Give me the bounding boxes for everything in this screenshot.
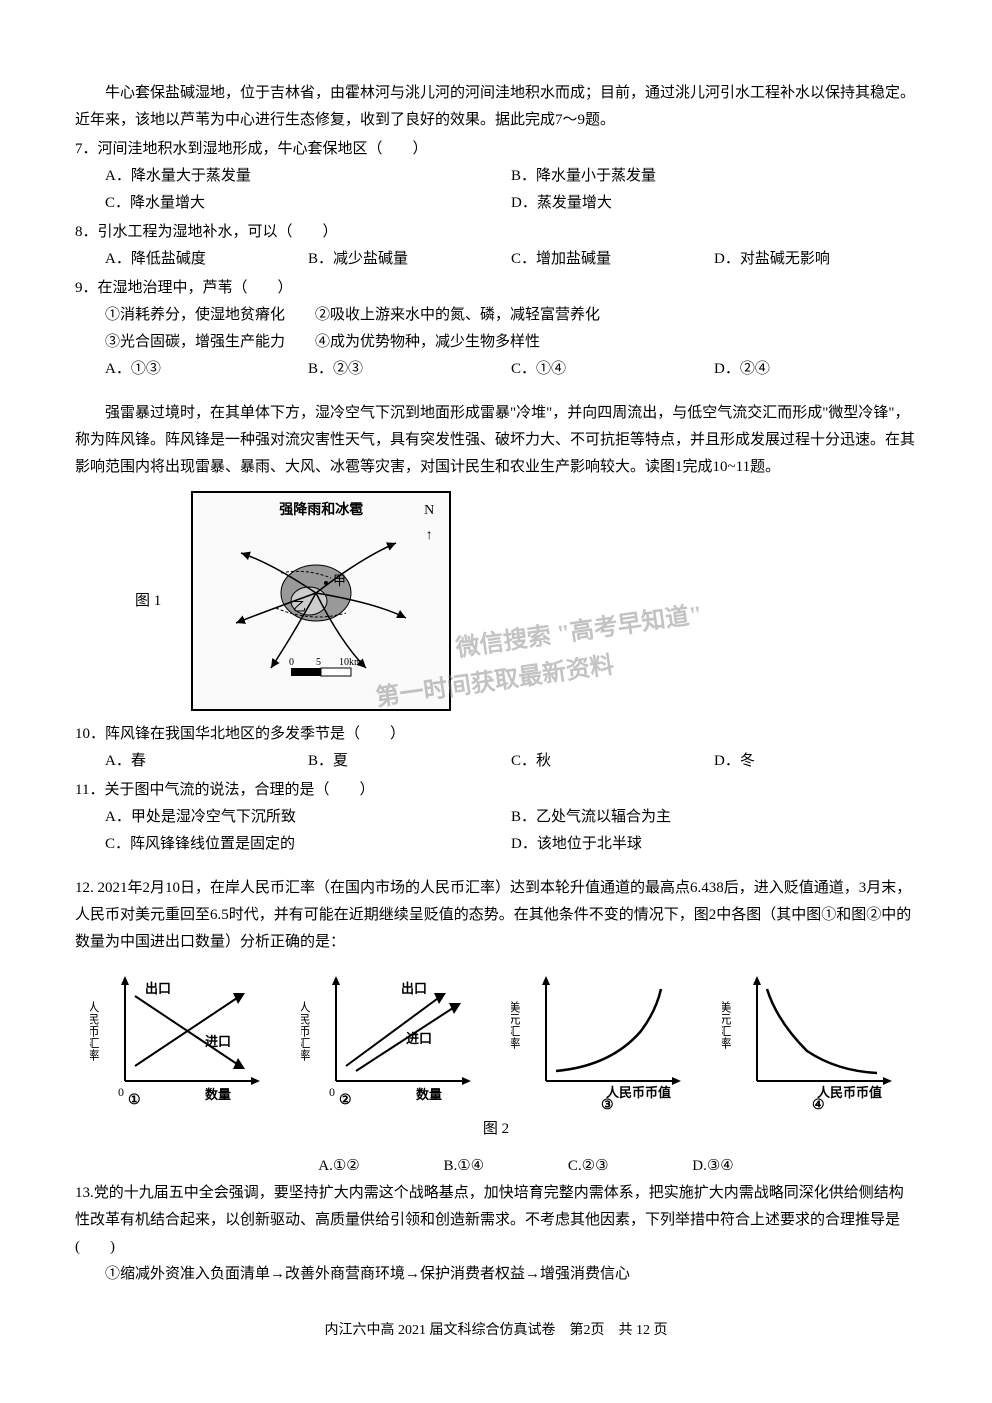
- q9-sub1: ①消耗养分，使湿地贫瘠化 ②吸收上游来水中的氮、磷，减轻富营养化: [75, 302, 917, 329]
- swirl-svg: 甲 乙 0 5 10km: [221, 523, 421, 683]
- svg-text:③: ③: [601, 1098, 614, 1111]
- passage-1: 牛心套保盐碱湿地，位于吉林省，由霍林河与洮儿河的河间洼地积水而成；目前，通过洮儿…: [75, 80, 917, 134]
- q12-options: A.①② B.①④ C.②③ D.③④: [75, 1153, 917, 1180]
- q9-sub2: ③光合固碳，增强生产能力 ④成为优势物种，减少生物多样性: [75, 329, 917, 356]
- q12-option-c: C.②③: [568, 1153, 609, 1180]
- north-arrow: N↑: [424, 498, 434, 548]
- q9-option-d: D．②④: [714, 356, 917, 383]
- svg-text:人民币汇率: 人民币汇率: [90, 1001, 100, 1061]
- q7-option-b: B．降水量小于蒸发量: [511, 163, 917, 190]
- swirl-diagram: 甲 乙 0 5 10km: [221, 523, 421, 683]
- q11-stem: 11．关于图中气流的说法，合理的是（ ）: [75, 777, 917, 804]
- svg-text:出口: 出口: [401, 981, 427, 996]
- q10-option-c: C．秋: [511, 748, 714, 775]
- yi-label: 乙: [293, 599, 306, 614]
- svg-text:出口: 出口: [145, 981, 171, 996]
- figure-1-box: 强降雨和冰雹 N↑ 甲 乙 0 5: [191, 491, 451, 711]
- jia-label: 甲: [333, 573, 346, 588]
- q8-option-b: B．减少盐碱量: [308, 246, 511, 273]
- svg-text:人民币汇率: 人民币汇率: [301, 1001, 311, 1061]
- question-13: 13.党的十九届五中全会强调，要坚持扩大内需这个战略基点，加快培育完整内需体系，…: [75, 1180, 917, 1288]
- svg-text:5: 5: [316, 657, 321, 668]
- svg-text:数量: 数量: [416, 1087, 442, 1102]
- question-7: 7．河间洼地积水到湿地形成，牛心套保地区（ ） A．降水量大于蒸发量 B．降水量…: [75, 136, 917, 217]
- question-11: 11．关于图中气流的说法，合理的是（ ） A．甲处是湿冷空气下沉所致 B．乙处气…: [75, 777, 917, 858]
- q10-option-a: A．春: [105, 748, 308, 775]
- q9-option-c: C．①④: [511, 356, 714, 383]
- q8-stem: 8．引水工程为湿地补水，可以（ ）: [75, 219, 917, 246]
- page-footer: 内江六中高 2021 届文科综合仿真试卷 第2页 共 12 页: [75, 1318, 917, 1343]
- q7-option-d: D．蒸发量增大: [511, 190, 917, 217]
- chart-1: 出口 进口 人民币汇率 0 数量 ①: [90, 971, 270, 1111]
- q11-option-c: C．阵风锋锋线位置是固定的: [105, 831, 511, 858]
- watermark-1: 微信搜索 "高考早知道": [453, 594, 705, 671]
- q9-option-b: B．②③: [308, 356, 511, 383]
- svg-text:人民币币值: 人民币币值: [817, 1085, 882, 1100]
- n-label: N: [424, 503, 434, 518]
- q12-option-b: B.①④: [443, 1153, 484, 1180]
- svg-text:0: 0: [118, 1085, 124, 1099]
- svg-text:进口: 进口: [406, 1031, 432, 1046]
- svg-text:②: ②: [339, 1093, 352, 1108]
- question-8: 8．引水工程为湿地补水，可以（ ） A．降低盐碱度 B．减少盐碱量 C．增加盐碱…: [75, 219, 917, 273]
- svg-text:10km: 10km: [339, 657, 362, 668]
- figure-1-label: 图 1: [75, 588, 191, 615]
- q12-option-a: A.①②: [318, 1153, 359, 1180]
- q10-option-d: D．冬: [714, 748, 917, 775]
- q8-option-a: A．降低盐碱度: [105, 246, 308, 273]
- figure-2-label: 图 2: [75, 1116, 917, 1143]
- q11-option-a: A．甲处是湿冷空气下沉所致: [105, 804, 511, 831]
- svg-text:美元汇率: 美元汇率: [511, 1001, 521, 1049]
- q11-option-b: B．乙处气流以辐合为主: [511, 804, 917, 831]
- q13-sub1: ①缩减外资准入负面清单→改善外商营商环境→保护消费者权益→增强消费信心: [75, 1261, 917, 1288]
- svg-text:进口: 进口: [205, 1034, 231, 1049]
- q7-stem: 7．河间洼地积水到湿地形成，牛心套保地区（ ）: [75, 136, 917, 163]
- q8-option-c: C．增加盐碱量: [511, 246, 714, 273]
- q10-option-b: B．夏: [308, 748, 511, 775]
- q9-option-a: A．①③: [105, 356, 308, 383]
- charts-row: 出口 进口 人民币汇率 0 数量 ① 出口 进口 人民币汇率 0 数量 ②: [75, 971, 917, 1111]
- figure-1-title: 强降雨和冰雹: [279, 498, 363, 523]
- svg-text:①: ①: [128, 1093, 141, 1108]
- chart-3: 美元汇率 人民币币值 ③: [511, 971, 691, 1111]
- chart-4: 美元汇率 人民币币值 ④: [722, 971, 902, 1111]
- q8-option-d: D．对盐碱无影响: [714, 246, 917, 273]
- svg-text:数量: 数量: [205, 1087, 231, 1102]
- q10-stem: 10．阵风锋在我国华北地区的多发季节是（ ）: [75, 721, 917, 748]
- q12-stem: 12. 2021年2月10日，在岸人民币汇率（在国内市场的人民币汇率）达到本轮升…: [75, 875, 917, 956]
- svg-text:0: 0: [329, 1085, 335, 1099]
- svg-text:④: ④: [812, 1098, 825, 1111]
- q7-option-c: C．降水量增大: [105, 190, 511, 217]
- svg-text:人民币币值: 人民币币值: [606, 1085, 671, 1100]
- svg-text:美元汇率: 美元汇率: [722, 1001, 732, 1049]
- q13-stem: 13.党的十九届五中全会强调，要坚持扩大内需这个战略基点，加快培育完整内需体系，…: [75, 1180, 917, 1261]
- q12-option-d: D.③④: [692, 1153, 733, 1180]
- question-10: 10．阵风锋在我国华北地区的多发季节是（ ） A．春 B．夏 C．秋 D．冬: [75, 721, 917, 775]
- chart-2: 出口 进口 人民币汇率 0 数量 ②: [301, 971, 481, 1111]
- svg-text:0: 0: [289, 657, 294, 668]
- figure-1-section: 图 1 强降雨和冰雹 N↑ 甲 乙 0: [75, 491, 917, 711]
- q7-option-a: A．降水量大于蒸发量: [105, 163, 511, 190]
- q11-option-d: D．该地位于北半球: [511, 831, 917, 858]
- question-9: 9．在湿地治理中，芦苇（ ） ①消耗养分，使湿地贫瘠化 ②吸收上游来水中的氮、磷…: [75, 275, 917, 383]
- q9-stem: 9．在湿地治理中，芦苇（ ）: [75, 275, 917, 302]
- question-12: 12. 2021年2月10日，在岸人民币汇率（在国内市场的人民币汇率）达到本轮升…: [75, 875, 917, 956]
- passage-2: 强雷暴过境时，在其单体下方，湿冷空气下沉到地面形成雷暴"冷堆"，并向四周流出，与…: [75, 400, 917, 481]
